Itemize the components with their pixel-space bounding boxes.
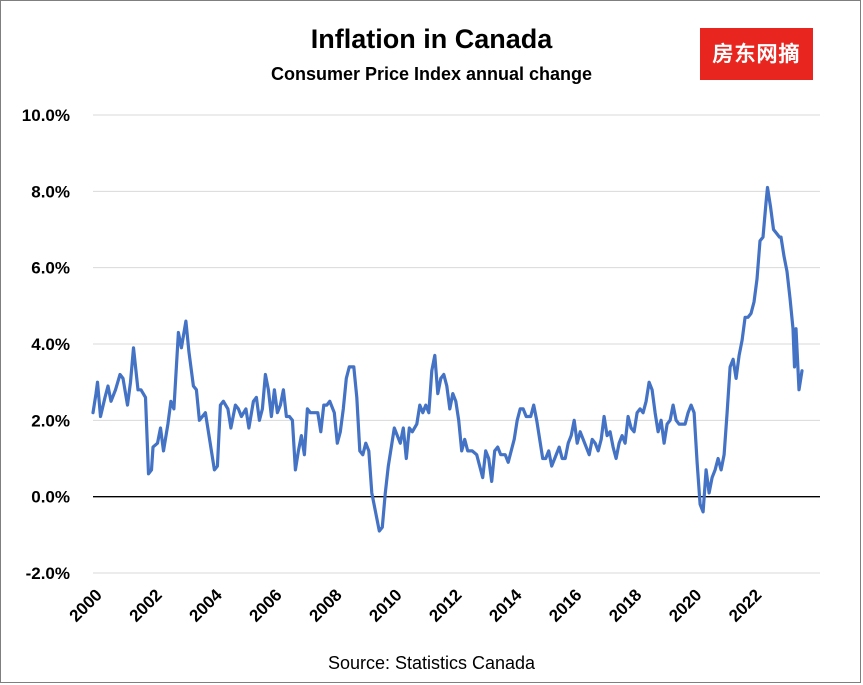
y-tick-label: 6.0% <box>31 259 70 278</box>
series-line-cpi <box>91 185 804 533</box>
x-tick-label: 2004 <box>186 585 227 626</box>
x-tick-label: 2016 <box>545 585 585 625</box>
y-tick-label: 4.0% <box>31 335 70 354</box>
x-tick-label: 2010 <box>365 585 405 625</box>
x-tick-label: 2012 <box>425 585 465 625</box>
x-tick-label: 2018 <box>605 585 645 625</box>
x-tick-label: 2002 <box>126 585 166 625</box>
y-tick-label: -2.0% <box>26 564 70 583</box>
y-tick-label: 8.0% <box>31 182 70 201</box>
y-tick-label: 0.0% <box>31 488 70 507</box>
chart-source: Source: Statistics Canada <box>327 653 536 673</box>
x-tick-label: 2000 <box>66 585 106 625</box>
x-tick-label: 2022 <box>725 585 765 625</box>
y-tick-label: 10.0% <box>22 106 70 125</box>
watermark-logo: 房东网摘 <box>700 28 813 80</box>
x-tick-label: 2014 <box>485 585 526 626</box>
y-tick-label: 2.0% <box>31 411 70 430</box>
x-tick-label: 2006 <box>246 585 286 625</box>
x-tick-label: 2008 <box>305 585 345 625</box>
chart-subtitle: Consumer Price Index annual change <box>270 64 593 84</box>
x-tick-label: 2020 <box>665 585 705 625</box>
chart-title: Inflation in Canada <box>310 24 553 54</box>
